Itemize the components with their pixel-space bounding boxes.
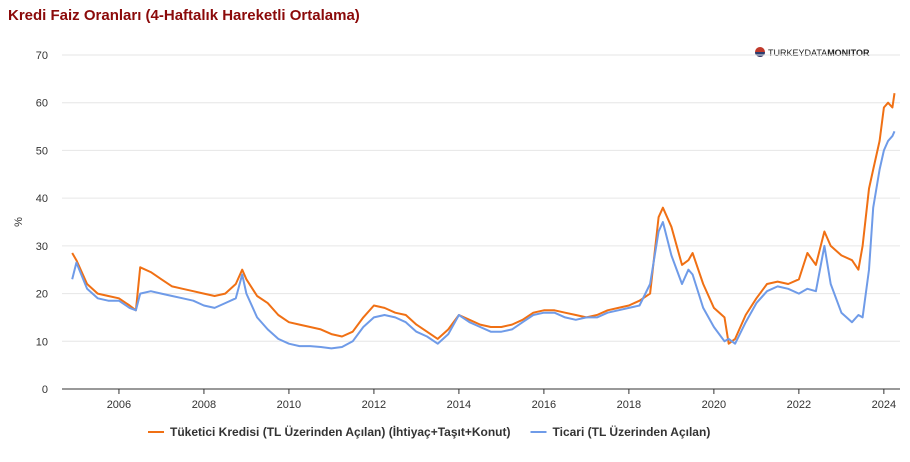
y-tick-label: 0 [42, 384, 48, 396]
y-tick-label: 30 [36, 241, 48, 253]
y-tick-label: 50 [36, 145, 48, 157]
legend-label: Tüketici Kredisi (TL Üzerinden Açılan) (… [170, 424, 511, 439]
x-tick-label: 2022 [787, 399, 811, 411]
y-tick-label: 70 [36, 50, 48, 62]
y-tick-label: 40 [36, 193, 48, 205]
y-axis-label: % [13, 217, 25, 227]
x-tick-label: 2016 [532, 399, 556, 411]
logo: TURKEYDATAMONITOR [768, 48, 870, 58]
y-tick-label: 10 [36, 336, 48, 348]
x-tick-label: 2006 [107, 399, 131, 411]
x-tick-label: 2012 [362, 399, 386, 411]
logo-part: MONITOR [827, 48, 870, 58]
logo-part: TURKEY [768, 48, 805, 58]
x-tick-label: 2018 [617, 399, 641, 411]
chart-title: Kredi Faiz Oranları (4-Haftalık Hareketl… [8, 7, 360, 24]
y-tick-label: 20 [36, 289, 48, 301]
logo-part: DATA [805, 48, 828, 58]
x-tick-label: 2008 [192, 399, 216, 411]
x-tick-label: 2014 [447, 399, 471, 411]
x-tick-label: 2010 [277, 399, 301, 411]
x-tick-label: 2024 [872, 399, 896, 411]
legend-label: Ticari (TL Üzerinden Açılan) [553, 424, 711, 439]
series-line [71, 93, 896, 345]
series-line [71, 130, 896, 350]
x-tick-label: 2020 [702, 399, 726, 411]
legend: Tüketici Kredisi (TL Üzerinden Açılan) (… [148, 424, 710, 439]
y-tick-label: 60 [36, 98, 48, 110]
